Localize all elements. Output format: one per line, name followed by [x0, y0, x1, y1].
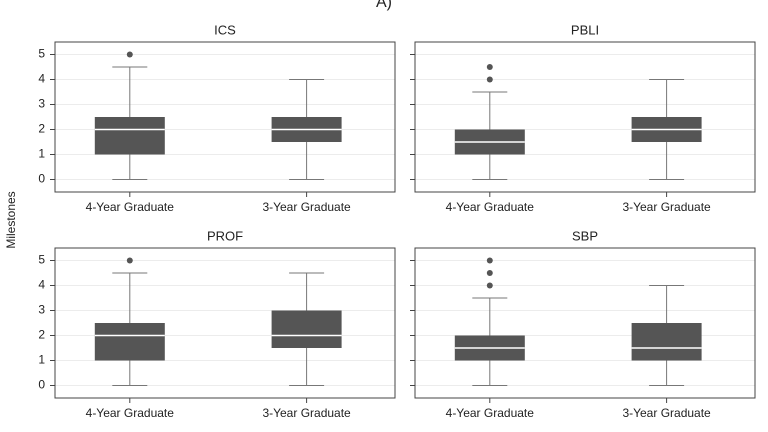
- y-tick-label: 2: [38, 328, 45, 342]
- panel-title: SBP: [572, 228, 598, 243]
- x-tick-label: 3-Year Graduate: [622, 200, 711, 214]
- x-tick-label: 3-Year Graduate: [262, 406, 351, 420]
- y-tick-label: 2: [38, 122, 45, 136]
- y-tick-label: 3: [38, 303, 45, 317]
- y-tick-label: 3: [38, 97, 45, 111]
- outlier: [486, 64, 493, 70]
- y-tick-label: 4: [38, 72, 45, 86]
- x-tick-label: 4-Year Graduate: [446, 200, 535, 214]
- y-tick-label: 1: [38, 147, 45, 161]
- box: [94, 323, 165, 361]
- outlier: [126, 51, 133, 58]
- outlier: [486, 76, 493, 83]
- y-tick-label: 0: [38, 172, 45, 186]
- y-tick-label: 0: [38, 378, 45, 392]
- panel-frame: [54, 247, 396, 399]
- panel-title: PBLI: [571, 22, 599, 37]
- y-axis-label: Milestones: [4, 191, 18, 248]
- x-tick-label: 3-Year Graduate: [262, 200, 351, 214]
- outlier: [126, 257, 133, 264]
- panel-frame: [414, 41, 756, 193]
- panel-frame: [54, 41, 396, 193]
- y-tick-label: 5: [38, 253, 45, 267]
- y-tick-label: 4: [38, 278, 45, 292]
- panel-title: PROF: [207, 228, 243, 243]
- box: [94, 117, 165, 155]
- x-tick-label: 4-Year Graduate: [86, 406, 175, 420]
- x-tick-label: 3-Year Graduate: [622, 406, 711, 420]
- y-tick-label: 5: [38, 47, 45, 61]
- panel-frame: [414, 247, 756, 399]
- x-tick-label: 4-Year Graduate: [86, 200, 175, 214]
- box: [271, 310, 342, 348]
- outlier: [486, 257, 493, 264]
- panel-title: ICS: [214, 22, 236, 37]
- figure-title: A): [376, 0, 392, 11]
- box: [631, 323, 702, 361]
- x-tick-label: 4-Year Graduate: [446, 406, 535, 420]
- outlier: [486, 282, 493, 289]
- y-tick-label: 1: [38, 353, 45, 367]
- outlier: [486, 270, 493, 276]
